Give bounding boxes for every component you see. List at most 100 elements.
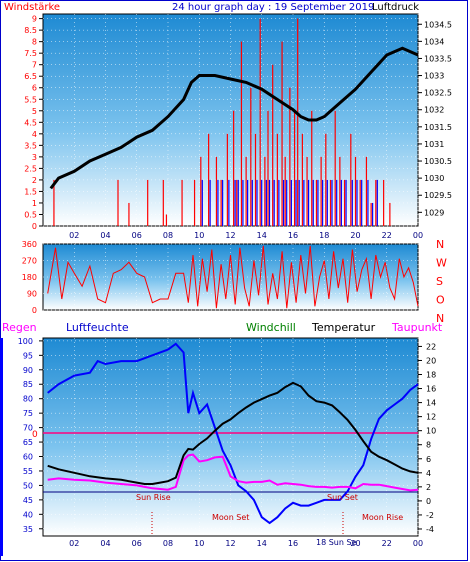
humidity-tick-label: 65 (23, 438, 33, 447)
temperature-tick-label: 20 (426, 356, 436, 365)
legend-luftfeuchte: Luftfeuchte (66, 321, 129, 334)
legend-temperatur: Temperatur (311, 321, 376, 334)
time-tick-label: 16 (288, 231, 298, 240)
wind-tick-label: 2.5 (24, 164, 37, 173)
humidity-tick-label: 45 (23, 496, 33, 505)
legend-regen: Regen (2, 321, 37, 334)
humidity-tick-label: 85 (23, 380, 33, 389)
wind-tick-label: 0 (32, 222, 37, 231)
humidity-tick-label: 100 (18, 337, 33, 346)
time-tick-label: 12 (225, 231, 235, 240)
pressure-tick-label: 1030.5 (424, 157, 452, 166)
compass-label: W (436, 257, 447, 270)
time-tick-label: 20 (350, 231, 360, 240)
humidity-tick-label: 55 (23, 467, 33, 476)
pressure-tick-label: 1029.5 (424, 191, 452, 200)
time-tick-label: 14 (257, 231, 267, 240)
wind-axis-ticks: 0 0.5 1 1.5 2 2.5 3 3.5 4 4.5 5 5.5 6 6.5 7 7.5 8 8.5 9 (24, 15, 43, 231)
humidity-tick-label: 95 (23, 351, 33, 360)
pressure-tick-label: 1034 (424, 37, 444, 46)
time-tick-label: 22 (382, 231, 392, 240)
rain-zero-label: 0 (32, 430, 38, 440)
compass-label: N (436, 238, 444, 251)
climate-grid (43, 338, 419, 536)
direction-tick-label: 360 (22, 240, 37, 249)
time-axis-ticks-top: 02 04 06 08 10 12 14 16 18 20 22 00 (69, 231, 423, 240)
time-tick-label: 10 (194, 539, 204, 548)
temperature-line (47, 381, 419, 485)
humidity-line (47, 342, 419, 525)
graph-title: 24 hour graph day : 19 September 2019 (172, 2, 374, 13)
time-tick-label: 06 (132, 231, 142, 240)
temperature-tick-label: 0 (426, 497, 431, 506)
temperature-axis-ticks: -4 -2 0 2 4 6 8 10 12 14 16 18 20 22 (418, 342, 436, 534)
pressure-tick-label: 1033 (424, 72, 444, 81)
pressure-tick-label: 1032 (424, 106, 444, 115)
legend-windchill: Windchill (246, 321, 296, 334)
time-tick-label: 14 (257, 539, 267, 548)
temperature-tick-label: 4 (426, 469, 431, 478)
header-right-label: Luftdruck (372, 2, 419, 13)
pressure-tick-label: 1032.5 (424, 89, 452, 98)
annotation-sun-set: Sun Set (327, 493, 358, 502)
humidity-tick-label: 60 (23, 453, 33, 462)
annotation-sun-rise: Sun Rise (136, 493, 171, 502)
time-tick-label: 16 (288, 539, 298, 548)
wind-tick-label: 8 (32, 38, 37, 47)
pressure-tick-label: 1029 (424, 208, 444, 217)
time-tick-label: 08 (163, 231, 173, 240)
time-tick-label: 20 (350, 539, 360, 548)
wind-tick-label: 4.5 (24, 118, 37, 127)
wind-tick-label: 3 (32, 153, 37, 162)
time-tick-label: 10 (194, 231, 204, 240)
temperature-tick-label: 12 (426, 413, 436, 422)
legend-taupunkt: Taupunkt (391, 321, 443, 334)
wind-tick-label: 7.5 (24, 49, 37, 58)
wind-tick-label: 6.5 (24, 72, 37, 81)
time-tick-label: 06 (132, 539, 142, 548)
header-left-label: Windstärke (4, 2, 60, 13)
wind-tick-label: 3.5 (24, 141, 37, 150)
wind-tick-label: 5.5 (24, 95, 37, 104)
pressure-tick-label: 1034.5 (424, 20, 452, 29)
temperature-tick-label: -2 (426, 511, 434, 520)
annotation-sun-set-short: 18 Sun Se (316, 538, 357, 547)
wind-tick-label: 6 (32, 84, 37, 93)
wind-tick-label: 1 (32, 199, 37, 208)
wind-tick-label: 8.5 (24, 26, 37, 35)
time-tick-label: 04 (100, 231, 110, 240)
time-tick-label: 00 (413, 539, 423, 548)
direction-tick-label: 0 (32, 306, 37, 315)
time-tick-label: 00 (413, 231, 423, 240)
compass-label: O (436, 294, 445, 307)
pressure-tick-label: 1031.5 (424, 123, 452, 132)
wind-direction-line (47, 245, 419, 309)
humidity-tick-label: 75 (23, 409, 33, 418)
rain-scale-bar (0, 338, 3, 556)
time-tick-label: 18 (319, 231, 329, 240)
time-tick-label: 08 (163, 539, 173, 548)
humidity-tick-label: 90 (23, 366, 33, 375)
wind-tick-label: 5 (32, 107, 37, 116)
temperature-tick-label: 6 (426, 455, 431, 464)
temperature-tick-label: 10 (426, 427, 436, 436)
time-axis-ticks-bottom: 02 04 06 08 10 12 14 16 20 22 00 (69, 539, 423, 548)
pressure-tick-label: 1031 (424, 140, 444, 149)
temperature-tick-label: 16 (426, 385, 436, 394)
wind-tick-label: 1.5 (24, 187, 37, 196)
humidity-tick-label: 50 (23, 481, 33, 490)
pressure-axis-ticks: 1029 1029.5 1030 1030.5 1031 1031.5 1032 1032.5… (418, 20, 452, 217)
time-tick-label: 02 (69, 231, 79, 240)
temperature-tick-label: 2 (426, 483, 431, 492)
temperature-tick-label: 18 (426, 371, 436, 380)
time-tick-label: 04 (100, 539, 110, 548)
humidity-tick-label: 80 (23, 395, 33, 404)
compass-label: S (436, 275, 443, 288)
temperature-tick-label: 8 (426, 441, 431, 450)
direction-tick-label: 180 (22, 273, 37, 282)
pressure-line (49, 46, 419, 190)
annotation-moon-set: Moon Set (212, 513, 249, 522)
wind-tick-label: 0.5 (24, 210, 37, 219)
